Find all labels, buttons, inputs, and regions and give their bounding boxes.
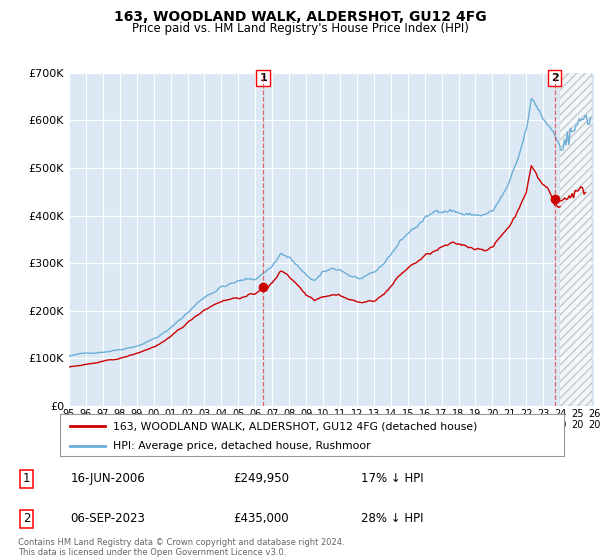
Text: 2: 2 <box>23 512 30 525</box>
Text: 163, WOODLAND WALK, ALDERSHOT, GU12 4FG (detached house): 163, WOODLAND WALK, ALDERSHOT, GU12 4FG … <box>113 421 477 431</box>
Text: 1: 1 <box>259 73 267 83</box>
Text: 163, WOODLAND WALK, ALDERSHOT, GU12 4FG: 163, WOODLAND WALK, ALDERSHOT, GU12 4FG <box>113 10 487 24</box>
Text: HPI: Average price, detached house, Rushmoor: HPI: Average price, detached house, Rush… <box>113 441 371 451</box>
Text: £249,950: £249,950 <box>233 472 289 485</box>
Text: £435,000: £435,000 <box>233 512 289 525</box>
Text: 2: 2 <box>551 73 559 83</box>
Text: 28% ↓ HPI: 28% ↓ HPI <box>361 512 424 525</box>
Text: 06-SEP-2023: 06-SEP-2023 <box>70 512 145 525</box>
Text: 16-JUN-2006: 16-JUN-2006 <box>70 472 145 485</box>
Text: Contains HM Land Registry data © Crown copyright and database right 2024.
This d: Contains HM Land Registry data © Crown c… <box>18 538 344 557</box>
Text: Price paid vs. HM Land Registry's House Price Index (HPI): Price paid vs. HM Land Registry's House … <box>131 22 469 35</box>
Text: 1: 1 <box>23 472 30 485</box>
Text: 17% ↓ HPI: 17% ↓ HPI <box>361 472 424 485</box>
